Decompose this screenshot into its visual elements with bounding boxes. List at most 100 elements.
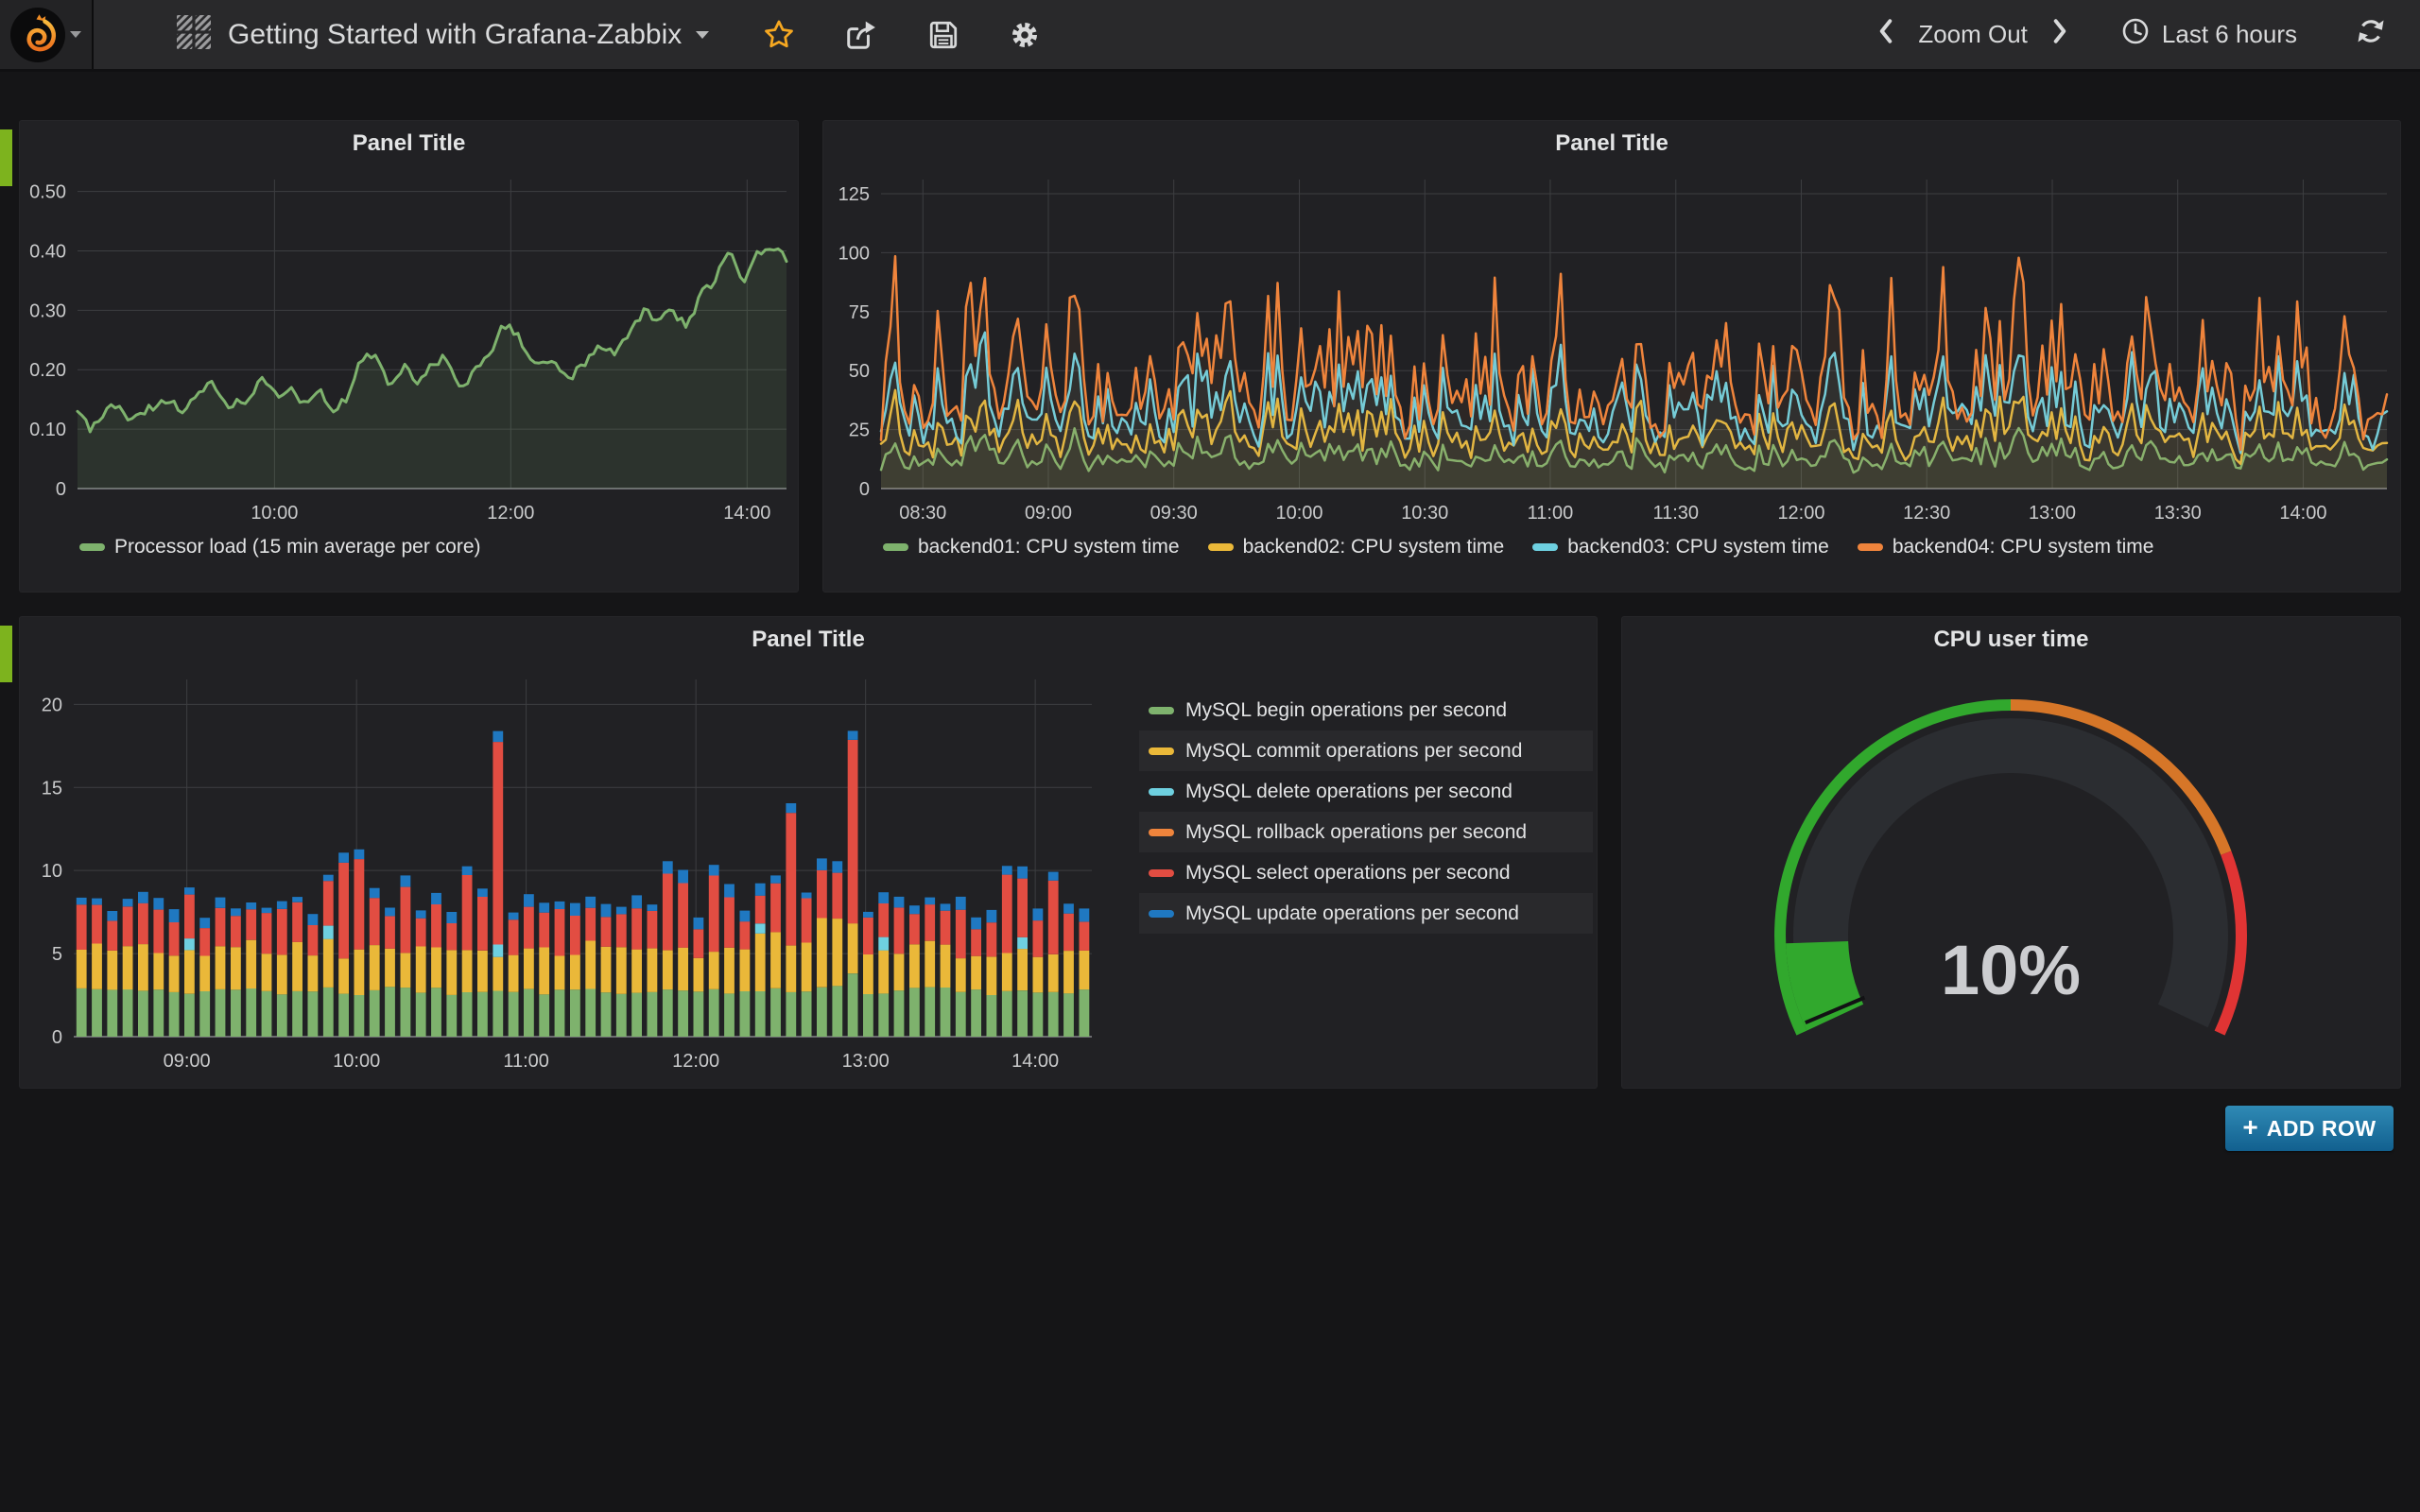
panel-processor-load: Panel Title 0 0.10 0.20 0.30 0.40 0.50 10:00 12…: [19, 120, 799, 593]
panel-mysql-ops: Panel Title 0 5 10 15 20 09:00 10:00 11:00 12:00…: [19, 616, 1598, 1089]
side-menu-caret-icon: [70, 31, 81, 38]
legend-color-dash-icon: [1149, 909, 1174, 918]
refresh-icon[interactable]: [2356, 16, 2386, 53]
panel-title[interactable]: Panel Title: [352, 130, 466, 156]
cpu-user-gauge[interactable]: 10%: [1680, 673, 2342, 1079]
legend-label: MySQL begin operations per second: [1185, 698, 1508, 721]
legend-label: MySQL select operations per second: [1185, 861, 1511, 884]
legend-color-dash-icon: [1532, 543, 1559, 551]
legend-item[interactable]: MySQL rollback operations per second: [1139, 812, 1593, 852]
svg-text:14:00: 14:00: [723, 503, 770, 524]
svg-text:13:30: 13:30: [2154, 503, 2202, 524]
svg-text:10%: 10%: [1941, 931, 2081, 1009]
legend-item[interactable]: MySQL update operations per second: [1139, 893, 1593, 934]
legend-item[interactable]: backend04: CPU system time: [1857, 536, 2154, 558]
zoom-out-left-chevron-icon[interactable]: [1878, 18, 1893, 51]
legend-color-dash-icon: [79, 543, 105, 551]
dashboard-title-caret-icon[interactable]: [696, 30, 710, 39]
legend-label: MySQL update operations per second: [1185, 902, 1519, 924]
svg-text:09:00: 09:00: [1025, 503, 1072, 524]
plus-icon: +: [2242, 1112, 2258, 1142]
legend-item[interactable]: backend03: CPU system time: [1532, 536, 1829, 558]
svg-text:0.40: 0.40: [29, 241, 66, 262]
dashboard-title[interactable]: Getting Started with Grafana-Zabbix: [228, 18, 683, 50]
processor-load-chart[interactable]: 0 0.10 0.20 0.30 0.40 0.50 10:00 12:00 14:00: [19, 163, 799, 531]
legend-label: backend03: CPU system time: [1567, 536, 1829, 558]
legend-item[interactable]: backend01: CPU system time: [883, 536, 1180, 558]
svg-text:14:00: 14:00: [1011, 1051, 1059, 1072]
star-icon[interactable]: [763, 19, 795, 51]
legend-label: Processor load (15 min average per core): [114, 536, 481, 558]
svg-text:100: 100: [838, 243, 870, 264]
add-row-label: ADD ROW: [2266, 1115, 2377, 1141]
svg-text:0: 0: [52, 1027, 62, 1048]
legend-color-dash-icon: [1149, 747, 1174, 755]
legend-item[interactable]: MySQL commit operations per second: [1139, 730, 1593, 771]
row1-collapse-strip[interactable]: [0, 129, 12, 186]
svg-text:12:00: 12:00: [487, 503, 534, 524]
svg-text:125: 125: [838, 184, 870, 205]
legend-color-dash-icon: [1149, 828, 1174, 836]
legend-color-dash-icon: [1207, 543, 1234, 551]
svg-text:10:00: 10:00: [333, 1051, 380, 1072]
add-row-button[interactable]: + ADD ROW: [2225, 1106, 2394, 1151]
svg-text:0.30: 0.30: [29, 301, 66, 321]
svg-text:09:30: 09:30: [1150, 503, 1198, 524]
svg-text:20: 20: [42, 695, 62, 715]
svg-text:13:00: 13:00: [2029, 503, 2076, 524]
zoom-out-right-chevron-icon[interactable]: [2052, 18, 2067, 51]
legend-color-dash-icon: [1857, 543, 1883, 551]
svg-text:10:30: 10:30: [1401, 503, 1448, 524]
svg-text:12:00: 12:00: [1777, 503, 1824, 524]
legend-color-dash-icon: [883, 543, 908, 551]
cpu-system-legend: backend01: CPU system time backend02: CPU…: [883, 536, 2153, 558]
side-menu-toggle[interactable]: [0, 0, 94, 69]
panel-title[interactable]: CPU user time: [1933, 627, 2089, 652]
panel-title[interactable]: Panel Title: [752, 627, 865, 652]
legend-color-dash-icon: [1149, 868, 1174, 877]
legend-item[interactable]: backend02: CPU system time: [1207, 536, 1504, 558]
svg-text:09:00: 09:00: [164, 1051, 211, 1072]
svg-text:10: 10: [42, 861, 62, 882]
settings-gear-icon[interactable]: [1010, 20, 1040, 50]
dashboard-grid-icon: [177, 15, 211, 54]
legend-label: MySQL delete operations per second: [1185, 780, 1512, 802]
svg-text:11:30: 11:30: [1652, 503, 1699, 524]
grafana-logo-icon: [10, 7, 65, 62]
legend-label: MySQL commit operations per second: [1185, 739, 1523, 762]
navbar: Getting Started with Grafana-Zabbix: [0, 0, 2420, 72]
time-controls: Zoom Out Last 6 hours: [1878, 16, 2386, 53]
svg-text:12:30: 12:30: [1903, 503, 1950, 524]
row2-collapse-strip[interactable]: [0, 626, 12, 682]
save-icon[interactable]: [927, 19, 959, 51]
svg-text:0.20: 0.20: [29, 360, 66, 381]
legend-color-dash-icon: [1149, 787, 1174, 796]
panel-cpu-system: Panel Title 0 25 50 75 100 125 08:30 09:00 09:30…: [822, 120, 2401, 593]
legend-label: MySQL rollback operations per second: [1185, 820, 1528, 843]
svg-text:15: 15: [42, 778, 62, 799]
svg-text:08:30: 08:30: [899, 503, 946, 524]
processor-load-legend: Processor load (15 min average per core): [79, 536, 481, 558]
cpu-system-chart[interactable]: 0 25 50 75 100 125 08:30 09:00 09:30 10:00 10:30 11…: [822, 163, 2401, 531]
svg-text:75: 75: [849, 302, 870, 323]
legend-item[interactable]: MySQL delete operations per second: [1139, 771, 1593, 812]
zoom-out-button[interactable]: Zoom Out: [1918, 20, 2028, 48]
time-range-picker[interactable]: Last 6 hours: [2161, 20, 2297, 48]
legend-item[interactable]: Processor load (15 min average per core): [79, 536, 481, 558]
share-icon[interactable]: [845, 19, 877, 51]
svg-text:25: 25: [849, 421, 870, 441]
svg-text:12:00: 12:00: [672, 1051, 719, 1072]
svg-text:10:00: 10:00: [1276, 503, 1323, 524]
mysql-ops-chart[interactable]: 0 5 10 15 20 09:00 10:00 11:00 12:00 13:00 14:00: [19, 659, 1134, 1084]
svg-text:14:00: 14:00: [2279, 503, 2326, 524]
svg-text:13:00: 13:00: [842, 1051, 890, 1072]
svg-text:11:00: 11:00: [1528, 503, 1574, 524]
svg-text:5: 5: [52, 944, 62, 965]
legend-item[interactable]: MySQL select operations per second: [1139, 852, 1593, 893]
legend-label: backend04: CPU system time: [1892, 536, 2154, 558]
panel-cpu-user-time: CPU user time 10%: [1621, 616, 2401, 1089]
panel-title[interactable]: Panel Title: [1555, 130, 1668, 156]
legend-item[interactable]: MySQL begin operations per second: [1139, 690, 1593, 730]
svg-text:11:00: 11:00: [503, 1051, 549, 1072]
